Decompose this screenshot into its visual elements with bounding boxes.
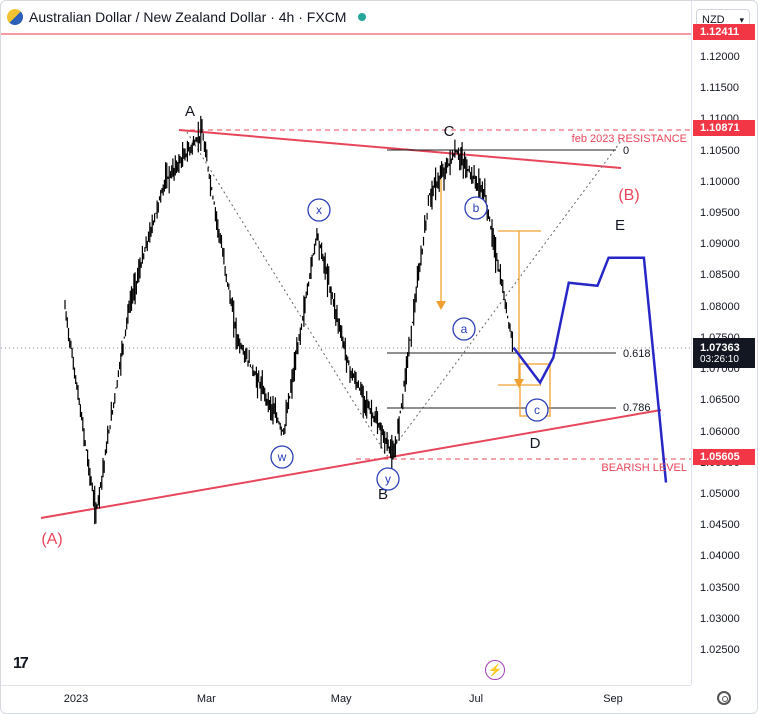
wave-label-E: E [615, 217, 625, 234]
wave-label-B: B [378, 486, 388, 503]
time-tick: Sep [603, 693, 623, 705]
price-tick: 1.10500 [700, 144, 740, 157]
subwave-c: c [525, 398, 549, 422]
fib-arrow-down-1 [436, 171, 446, 310]
price-tick: 1.03500 [700, 581, 740, 594]
price-tick: 1.12000 [700, 51, 740, 63]
wave-label-big-A: (A) [41, 531, 62, 548]
subwave-c-label: c [534, 403, 540, 417]
price-tag: 1.07363 03:26:10 [693, 338, 755, 369]
triangle-upper-line [178, 129, 622, 169]
subwave-w-label: w [277, 450, 287, 464]
price-candles [64, 115, 513, 525]
time-tick: Jul [468, 693, 484, 705]
bearish-level-label: BEARISH LEVEL [601, 462, 687, 474]
lightning-icon[interactable]: ⚡ [485, 660, 505, 680]
wave-label-A: A [185, 103, 195, 120]
time-tick: 2023 [63, 693, 89, 705]
price-tick: 1.04000 [700, 550, 740, 563]
tradingview-logo-icon: 17 [13, 655, 29, 672]
currency-value: NZD [702, 14, 725, 26]
wave-label-big-B: (B) [618, 187, 639, 204]
currency-flag-icon [7, 9, 23, 25]
subwave-y-label: y [385, 472, 391, 486]
triangle-lower-line [40, 409, 662, 519]
price-tick: 1.08500 [700, 269, 740, 282]
price-tick: 1.04500 [700, 519, 740, 532]
chart-title: Australian Dollar / New Zealand Dollar ·… [29, 9, 347, 25]
subwave-a: a [452, 317, 476, 341]
price-tick: 1.09500 [700, 207, 740, 220]
price-axis[interactable]: NZD ▾ 1.12000 1.11500 1.11000 1.10500 1.1000… [691, 1, 757, 685]
price-tick: 1.09000 [700, 238, 740, 251]
price-tick: 1.06000 [700, 425, 740, 438]
price-tick: 1.03000 [700, 612, 740, 625]
subwave-b-label: b [473, 201, 480, 215]
price-tag-value: 1.07363 [700, 341, 740, 354]
price-tag: 1.10871 [693, 120, 755, 137]
price-tick: 1.08000 [700, 300, 740, 313]
time-axis[interactable]: 2023 Mar May Jul Sep [1, 685, 731, 713]
time-tick: May [330, 693, 352, 705]
subwave-x: x [307, 198, 331, 222]
subwave-w: w [270, 445, 294, 469]
fib-label-618: 0.618 [623, 348, 651, 360]
price-chart: A B C D E (A) (B) w x y a b c feb 2023 R… [1, 33, 691, 548]
price-tag: 1.05605 [693, 449, 755, 466]
time-tick: Mar [196, 693, 216, 705]
subwave-a-label: a [461, 322, 468, 336]
chevron-down-icon: ▾ [739, 14, 744, 25]
resistance-label: feb 2023 RESISTANCE [572, 133, 687, 145]
price-tick: 1.11500 [700, 82, 739, 95]
market-status-icon [358, 13, 367, 21]
price-tick: 1.06500 [700, 394, 740, 407]
wave-connector-dotted [186, 131, 622, 457]
projection-path [512, 256, 668, 483]
fib-label-786: 0.786 [623, 402, 651, 414]
price-tick: 1.05000 [700, 487, 740, 500]
chart-header: Australian Dollar / New Zealand Dollar ·… [7, 9, 367, 25]
price-tick: 1.02500 [700, 644, 740, 656]
price-tag: 1.12411 [693, 24, 755, 41]
fib-label-0: 0 [623, 145, 629, 157]
countdown-timer: 03:26:10 [700, 353, 739, 365]
wave-label-C: C [444, 123, 455, 140]
subwave-b: b [464, 196, 488, 220]
fib-projection-arrow [498, 230, 541, 388]
plot-area[interactable]: A B C D E (A) (B) w x y a b c feb 2023 R… [1, 1, 691, 685]
price-tick: 1.10000 [700, 175, 740, 188]
subwave-y: y [376, 467, 400, 491]
settings-gear-icon[interactable] [717, 691, 731, 705]
wave-label-D: D [530, 435, 541, 452]
subwave-x-label: x [316, 203, 322, 217]
